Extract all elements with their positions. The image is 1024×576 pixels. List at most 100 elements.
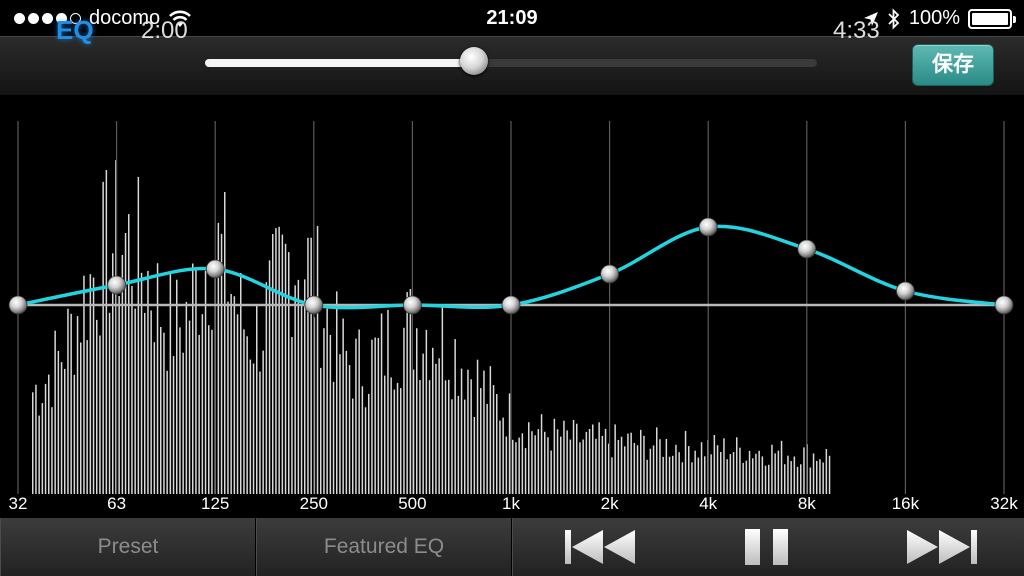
spectrum-bar xyxy=(576,423,578,494)
spectrum-bar xyxy=(185,301,188,494)
band-handle-4k[interactable] xyxy=(698,217,718,237)
spectrum-bar xyxy=(268,260,271,494)
band-handle-500[interactable] xyxy=(402,295,422,315)
spectrum-bar xyxy=(48,374,50,494)
spectrum-bar xyxy=(470,379,472,494)
spectrum-bar xyxy=(76,316,79,494)
spectrum-bar xyxy=(640,429,642,494)
spectrum-bar xyxy=(684,430,687,494)
spectrum-bar xyxy=(678,452,680,494)
band-label-4k: 4k xyxy=(699,494,717,513)
band-handle-32k[interactable] xyxy=(994,295,1014,315)
eq-graph[interactable]: 32 63 125 250 500 1k 2k 4k 8k 16k 32k xyxy=(0,96,1024,518)
spectrum-bar xyxy=(419,380,421,494)
spectrum-bar xyxy=(384,375,386,494)
spectrum-bar xyxy=(483,370,485,494)
eq-graph-canvas[interactable]: 32 63 125 250 500 1k 2k 4k 8k 16k 32k xyxy=(0,96,1024,518)
spectrum-bar xyxy=(745,460,748,494)
spectrum-bar xyxy=(713,435,716,494)
spectrum-bar xyxy=(534,435,536,494)
spectrum-bar xyxy=(473,417,476,494)
spectrum-bar xyxy=(169,271,172,494)
spectrum-bar xyxy=(457,395,460,494)
spectrum-bar xyxy=(710,454,712,494)
spectrum-bar xyxy=(556,429,559,494)
band-handles[interactable] xyxy=(8,217,1014,315)
spectrum-bar xyxy=(288,252,290,494)
spectrum-bar xyxy=(147,270,149,494)
spectrum-bar xyxy=(460,368,463,494)
spectrum-bar xyxy=(697,457,700,494)
spectrum-bar xyxy=(64,368,66,494)
next-track-button[interactable] xyxy=(905,528,979,566)
band-handle-16k[interactable] xyxy=(896,281,915,301)
band-handle-63[interactable] xyxy=(107,275,126,295)
spectrum-bar xyxy=(828,455,831,494)
spectrum-bar xyxy=(217,222,220,494)
spectrum-bar xyxy=(233,296,236,494)
spectrum-bar xyxy=(467,369,469,494)
band-handle-32[interactable] xyxy=(8,295,28,315)
battery-icon xyxy=(968,8,1016,29)
spectrum-bar xyxy=(294,285,296,494)
seek-slider-knob[interactable] xyxy=(460,47,489,75)
spectrum-bar xyxy=(780,440,783,494)
spectrum-bar xyxy=(675,444,677,494)
band-handle-1k[interactable] xyxy=(501,295,521,315)
spectrum-bar xyxy=(617,440,620,494)
spectrum-bar xyxy=(240,273,242,494)
spectrum-bar xyxy=(291,337,293,494)
spectrum-bar xyxy=(86,340,88,494)
spectrum-bar xyxy=(300,305,303,494)
spectrum-bar xyxy=(633,443,636,494)
spectrum-bar xyxy=(742,462,744,494)
eq-mode-label[interactable]: EQ xyxy=(56,15,94,45)
spectrum-bar xyxy=(211,329,213,494)
spectrum-bar xyxy=(352,398,354,494)
spectrum-bar xyxy=(355,338,357,494)
band-handle-250[interactable] xyxy=(304,295,324,315)
spectrum-bar xyxy=(486,403,488,494)
spectrum-bar xyxy=(531,431,533,494)
spectrum-bar xyxy=(476,359,479,494)
spectrum-bar xyxy=(668,456,671,494)
spectrum-bar xyxy=(44,383,47,494)
preset-button[interactable]: Preset xyxy=(0,518,256,576)
spectrum-bar xyxy=(604,428,607,494)
spectrum-bar xyxy=(115,160,117,494)
band-handle-125[interactable] xyxy=(205,259,225,279)
spectrum-bar xyxy=(608,443,610,494)
spectrum-bar xyxy=(672,455,674,494)
spectrum-bar xyxy=(364,407,367,494)
band-handle-8k[interactable] xyxy=(797,239,817,259)
spectrum-bar xyxy=(569,439,572,494)
spectrum-bar xyxy=(156,263,159,494)
band-label-8k: 8k xyxy=(798,494,816,513)
band-label-32k: 32k xyxy=(990,494,1018,513)
spectrum-bar xyxy=(601,435,604,494)
spectrum-bar xyxy=(96,319,98,494)
spectrum-bar xyxy=(499,420,501,494)
band-label-63: 63 xyxy=(107,494,126,513)
previous-track-button[interactable] xyxy=(563,528,637,566)
spectrum-bar xyxy=(800,464,802,494)
spectrum-bar xyxy=(620,436,623,494)
spectrum-bar xyxy=(134,308,136,494)
seek-slider[interactable] xyxy=(205,47,817,75)
spectrum-bar xyxy=(153,342,156,494)
spectrum-bar xyxy=(160,327,162,494)
spectrum-bar xyxy=(560,436,562,494)
spectrum-bar xyxy=(256,304,258,494)
spectrum-bar xyxy=(371,339,373,494)
spectrum-bar xyxy=(393,389,396,494)
spectrum-bar xyxy=(652,445,655,494)
signal-strength-icon xyxy=(14,13,81,24)
spectrum-bar xyxy=(595,438,597,494)
band-label-16k: 16k xyxy=(892,494,920,513)
band-handle-2k[interactable] xyxy=(600,264,619,284)
pause-button[interactable] xyxy=(743,528,791,566)
save-button[interactable]: 保存 xyxy=(912,44,994,86)
spectrum-bar xyxy=(124,233,127,494)
featured-eq-button[interactable]: Featured EQ xyxy=(256,518,512,576)
total-duration: 4:33 xyxy=(833,17,880,44)
